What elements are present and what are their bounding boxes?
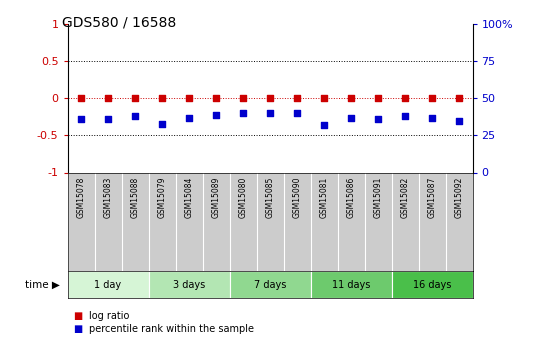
Text: GSM15084: GSM15084 [185, 176, 193, 218]
Text: 3 days: 3 days [173, 280, 205, 289]
Point [77, 96, 85, 101]
Point [131, 96, 139, 101]
Point [401, 114, 409, 119]
Text: 16 days: 16 days [413, 280, 451, 289]
Point [320, 96, 328, 101]
Point [104, 96, 112, 101]
Text: 1 day: 1 day [94, 280, 122, 289]
Bar [392, 271, 472, 298]
Point [131, 114, 139, 119]
Point [266, 96, 274, 101]
Text: time ▶: time ▶ [24, 280, 59, 289]
Text: GSM15087: GSM15087 [428, 176, 436, 218]
Text: GSM15081: GSM15081 [320, 176, 328, 218]
Point [401, 96, 409, 101]
Point [347, 115, 355, 120]
Point [239, 110, 247, 116]
Point [239, 96, 247, 101]
Text: GSM15080: GSM15080 [239, 176, 247, 218]
Point [158, 121, 166, 126]
Text: GSM15090: GSM15090 [293, 176, 301, 218]
Point [320, 122, 328, 128]
Text: GSM15092: GSM15092 [455, 176, 463, 218]
Point [104, 116, 112, 122]
Text: GSM15079: GSM15079 [158, 176, 166, 218]
Point [185, 96, 193, 101]
Text: GSM15085: GSM15085 [266, 176, 274, 218]
Text: GSM15082: GSM15082 [401, 176, 409, 218]
Point [293, 110, 301, 116]
Text: GSM15086: GSM15086 [347, 176, 355, 218]
Text: log ratio: log ratio [89, 311, 130, 321]
Text: GSM15088: GSM15088 [131, 176, 139, 218]
Point [455, 96, 463, 101]
Point [293, 96, 301, 101]
Point [428, 96, 436, 101]
Text: GSM15091: GSM15091 [374, 176, 382, 218]
Bar [230, 271, 310, 298]
Point [212, 112, 220, 117]
Point [212, 96, 220, 101]
Text: percentile rank within the sample: percentile rank within the sample [89, 325, 254, 334]
Point [428, 115, 436, 120]
Point [347, 96, 355, 101]
Point [374, 116, 382, 122]
Text: GSM15078: GSM15078 [77, 176, 85, 218]
Point [455, 118, 463, 124]
Point [185, 115, 193, 120]
Bar [68, 271, 148, 298]
Text: 7 days: 7 days [254, 280, 286, 289]
Text: ■: ■ [73, 325, 82, 334]
Bar [148, 271, 230, 298]
Bar [310, 271, 392, 298]
Point [77, 116, 85, 122]
Text: 11 days: 11 days [332, 280, 370, 289]
Text: GSM15089: GSM15089 [212, 176, 220, 218]
Text: GDS580 / 16588: GDS580 / 16588 [62, 16, 177, 30]
Point [374, 96, 382, 101]
Text: ■: ■ [73, 311, 82, 321]
Point [158, 96, 166, 101]
Text: GSM15083: GSM15083 [104, 176, 112, 218]
Point [266, 110, 274, 116]
